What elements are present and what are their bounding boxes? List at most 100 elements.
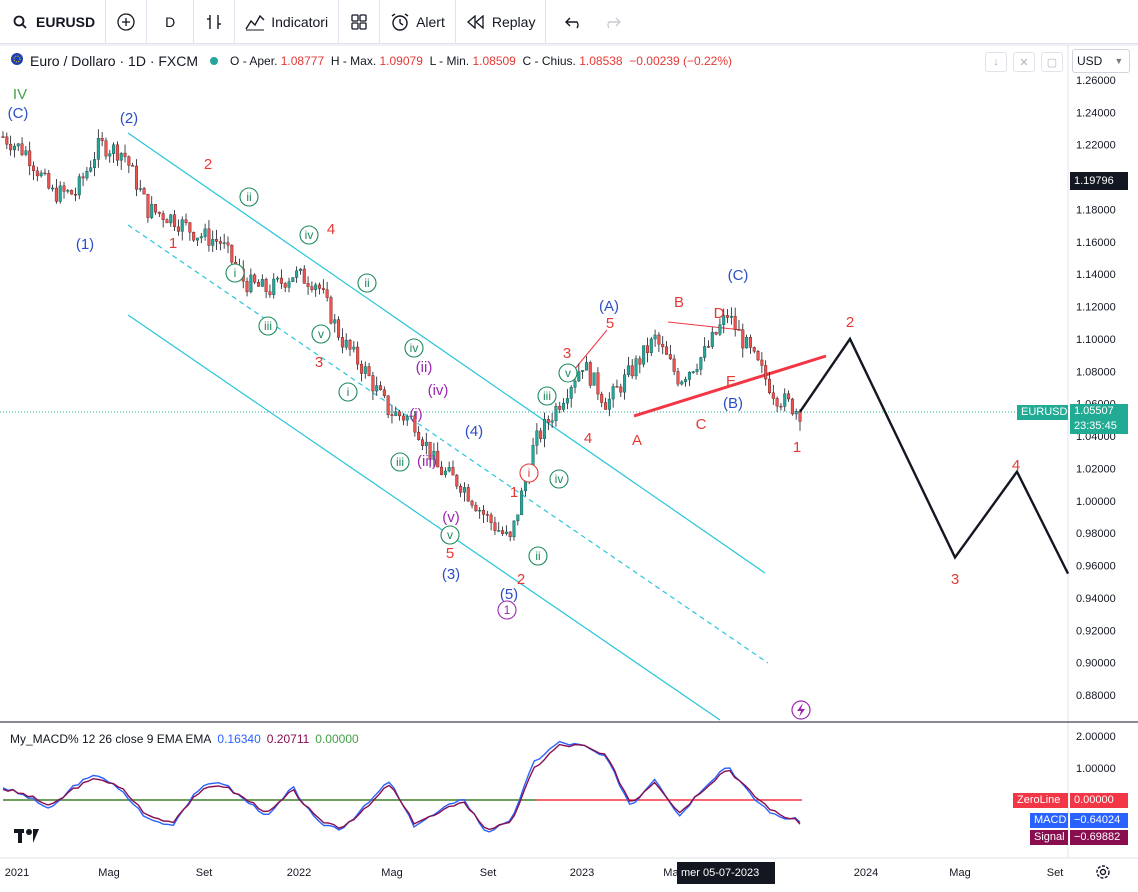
channel-upper-line: [127, 132, 766, 574]
candle-body: [32, 165, 36, 172]
candle-body: [310, 286, 314, 290]
candle-body: [77, 176, 81, 196]
candle-body: [634, 358, 638, 377]
zeroline-value-tag: 0.00000: [1070, 793, 1128, 808]
time-tick-label: Set: [480, 867, 497, 879]
symbol-search[interactable]: EURUSD: [0, 0, 107, 43]
price-tick-label: 0.96000: [1076, 561, 1116, 573]
candle-body: [771, 392, 775, 399]
candle-body: [176, 226, 180, 232]
price-tick-label: 1.14000: [1076, 269, 1116, 281]
wave-label: 3: [315, 354, 323, 371]
candle-body: [565, 398, 569, 404]
time-tick-label: Set: [196, 867, 213, 879]
candle-body: [672, 358, 676, 372]
time-tick-label: 2021: [5, 867, 29, 879]
price-tick-label: 0.94000: [1076, 593, 1116, 605]
candle-body: [123, 152, 127, 157]
candle-body: [504, 531, 508, 534]
compare-button[interactable]: [106, 0, 148, 43]
currency-select[interactable]: USD ▼: [1072, 49, 1130, 73]
candle-body: [230, 244, 234, 263]
candle-body: [104, 140, 108, 157]
wave-label: (i): [409, 406, 422, 423]
collapse-icon[interactable]: ✕: [1013, 52, 1035, 72]
candle-body: [783, 393, 787, 407]
alert-button[interactable]: Alert: [380, 0, 456, 43]
wave-label: i: [528, 466, 531, 480]
candle-body: [733, 315, 737, 330]
wave-label-circle: [404, 338, 424, 358]
symbol-label: EURUSD: [36, 13, 96, 30]
candle-body: [405, 416, 409, 421]
wave-label: 4: [584, 430, 592, 447]
wave-label: 3: [951, 571, 959, 588]
redo-icon[interactable]: [602, 12, 622, 32]
candle-body: [470, 500, 474, 506]
candle-body: [173, 214, 177, 228]
candle-body: [516, 514, 520, 522]
candle-body: [455, 474, 459, 487]
candle-body: [447, 467, 451, 472]
replay-button[interactable]: Replay: [456, 0, 547, 43]
price-tick-label: 0.88000: [1076, 690, 1116, 702]
candle-body: [642, 345, 646, 365]
candle-body: [729, 315, 733, 318]
candle-body: [9, 143, 13, 151]
top-toolbar: EURUSD D Indicatori Alert Replay: [0, 0, 1138, 44]
wave-label: iv: [555, 472, 564, 486]
wave-label: ii: [535, 549, 540, 563]
macd-line: [2, 740, 801, 833]
candle-body: [611, 386, 615, 400]
undo-icon[interactable]: [564, 12, 584, 32]
arrow-down-icon[interactable]: ↓: [985, 52, 1007, 72]
wave-label: D: [714, 305, 725, 322]
candle-body: [558, 405, 562, 410]
candle-body: [604, 402, 608, 410]
chevron-down-icon: ▼: [1114, 56, 1124, 66]
wave-label: iv: [410, 341, 419, 355]
wave-label: 2: [204, 156, 212, 173]
indicators-button[interactable]: Indicatori: [235, 0, 340, 43]
candle-body: [512, 520, 516, 538]
candle-body: [43, 172, 47, 175]
price-tick-label: 0.90000: [1076, 658, 1116, 670]
price-tick-label: 1.00000: [1076, 496, 1116, 508]
candle-body: [653, 334, 657, 340]
candle-body: [466, 487, 470, 502]
candle-body: [543, 419, 547, 439]
candle-body: [352, 346, 356, 350]
wave-label: i: [347, 385, 350, 399]
candle-body: [390, 414, 394, 416]
candle-body: [359, 364, 363, 374]
candle-body: [314, 284, 318, 290]
symbol-tag: EURUSD: [1017, 405, 1068, 420]
layouts-button[interactable]: [339, 0, 381, 43]
candle-body: [623, 374, 627, 393]
interval-button[interactable]: D: [147, 0, 195, 43]
restore-icon[interactable]: ▢: [1041, 52, 1063, 72]
candle-body: [497, 530, 501, 532]
wave-label-circle: [338, 382, 358, 402]
candle-body: [428, 441, 432, 460]
candle-body: [363, 366, 367, 374]
time-tick-label: Mag: [949, 867, 970, 879]
settings-icon[interactable]: [1094, 863, 1112, 886]
candle-body: [550, 420, 554, 423]
candle-body: [691, 371, 695, 373]
search-icon: [10, 12, 30, 32]
wave-label: iii: [396, 455, 404, 469]
wave-label: (3): [442, 566, 460, 583]
candle-body: [142, 188, 146, 195]
wave-label-circle: [528, 546, 548, 566]
candle-body: [668, 354, 672, 360]
candle-body: [325, 289, 329, 298]
candle-body: [157, 211, 161, 214]
chart-type-button[interactable]: [194, 0, 236, 43]
candle-body: [440, 466, 444, 475]
candle-body: [184, 219, 188, 223]
macd-value-tag: −0.64024: [1070, 813, 1128, 828]
candle-body: [539, 430, 543, 439]
price-tick-label: 1.02000: [1076, 463, 1116, 475]
